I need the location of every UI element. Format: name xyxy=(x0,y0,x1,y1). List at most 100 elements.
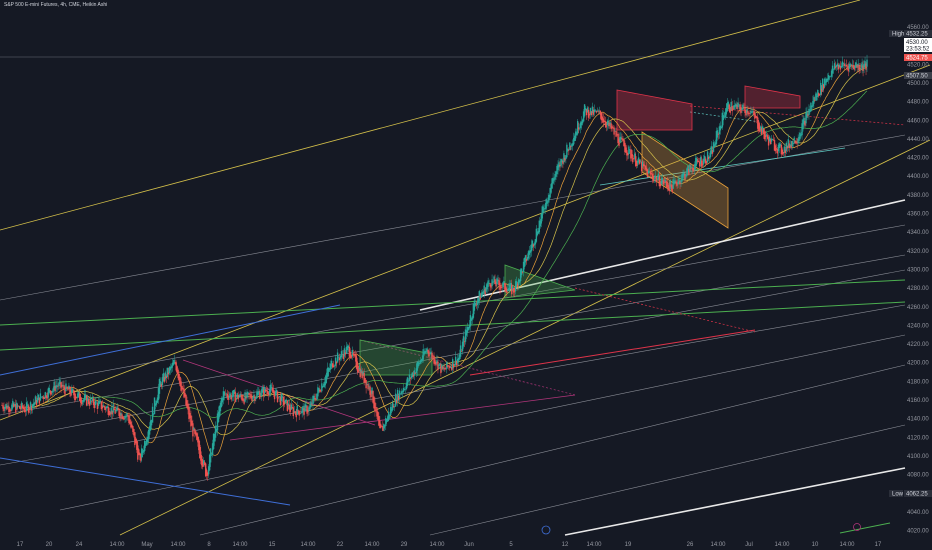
x-tick-label: May xyxy=(141,542,152,548)
x-tick-label: 14:00 xyxy=(429,542,445,548)
candle-body xyxy=(444,367,446,370)
candle-body xyxy=(21,405,24,409)
candle-body xyxy=(418,363,420,365)
candle-body xyxy=(852,64,854,68)
candle-body xyxy=(701,163,704,165)
candle-body xyxy=(531,240,534,248)
candle-body xyxy=(645,167,648,171)
candle-body xyxy=(716,130,719,138)
candle-body xyxy=(344,352,347,355)
candle-body xyxy=(511,284,513,295)
candle-body xyxy=(205,469,208,476)
candle-body xyxy=(862,65,864,71)
candle-body xyxy=(533,243,536,246)
event-markers[interactable] xyxy=(541,523,861,535)
candle-body xyxy=(301,407,303,414)
candle-body xyxy=(331,363,334,368)
candle-body xyxy=(644,165,647,170)
candle-body xyxy=(589,107,592,115)
candle-body xyxy=(183,388,185,398)
gray-line-1 xyxy=(0,134,906,301)
candle-body xyxy=(684,174,686,180)
candle-body xyxy=(77,393,79,398)
candle-body xyxy=(417,362,419,367)
candlesticks xyxy=(1,54,868,481)
candle-body xyxy=(750,111,752,114)
candle-body xyxy=(145,439,148,445)
candle-body xyxy=(135,438,137,444)
candle-body xyxy=(839,65,842,70)
candle-body xyxy=(450,366,452,368)
candle-body xyxy=(65,383,67,392)
ma-price-value: 4507.50 xyxy=(906,74,928,80)
candle-body xyxy=(382,426,384,431)
candle-body xyxy=(167,372,170,375)
candle-body xyxy=(510,283,512,287)
candle-body xyxy=(643,165,646,167)
candle-body xyxy=(551,178,553,189)
candle-body xyxy=(576,132,578,135)
candle-body xyxy=(356,361,358,371)
candle-body xyxy=(209,448,212,463)
candle-body xyxy=(489,283,491,287)
candle-body xyxy=(487,280,489,287)
y-tick-label: 4080.00 xyxy=(907,473,929,479)
candle-body xyxy=(282,396,285,406)
candle-body xyxy=(177,369,179,379)
candle-body xyxy=(387,416,389,422)
candle-body xyxy=(98,400,101,404)
candle-body xyxy=(426,348,428,352)
candle-body xyxy=(524,255,527,263)
candle-body xyxy=(521,271,524,273)
candle-body xyxy=(288,404,291,410)
candle-body xyxy=(514,290,516,292)
candle-body xyxy=(680,180,682,183)
candle-body xyxy=(92,398,95,406)
candle-body xyxy=(345,346,348,354)
candle-body xyxy=(798,136,800,141)
candle-body xyxy=(624,142,626,153)
candle-body xyxy=(467,326,470,330)
candle-body xyxy=(657,173,660,180)
candle-body xyxy=(639,161,642,163)
candle-body xyxy=(103,406,106,408)
candle-body xyxy=(109,413,111,415)
candle-body xyxy=(146,436,149,443)
candle-body xyxy=(714,142,717,146)
candle-body xyxy=(320,390,322,392)
candle-body xyxy=(352,353,355,355)
candle-body xyxy=(420,360,422,362)
candle-body xyxy=(751,112,753,113)
candle-body xyxy=(424,350,426,354)
candle-body xyxy=(565,155,567,160)
candle-body xyxy=(642,164,645,167)
candle-body xyxy=(93,402,96,409)
candle-body xyxy=(41,396,44,397)
candle-body xyxy=(117,408,119,411)
candle-body xyxy=(229,393,232,397)
candle-body xyxy=(824,78,826,87)
candle-body xyxy=(4,406,6,409)
candle-body xyxy=(371,387,373,394)
candle-body xyxy=(194,429,196,434)
gray-line-8 xyxy=(429,424,906,536)
candle-body xyxy=(253,394,255,398)
ma-long-line xyxy=(80,90,868,418)
candle-body xyxy=(479,295,481,300)
dividend-event-icon[interactable] xyxy=(541,525,551,535)
candle-body xyxy=(802,119,804,130)
candle-body xyxy=(822,78,824,91)
flag-event-icon[interactable] xyxy=(853,523,861,531)
candle-body xyxy=(668,186,670,192)
time-axis[interactable]: 17 20 24 14:00 May 14:00 8 14:00 15 14:00 22 14:00 2… xyxy=(17,542,882,548)
candle-body xyxy=(359,368,361,378)
candle-body xyxy=(161,377,164,386)
candle-body xyxy=(56,385,58,387)
x-tick-label: 24 xyxy=(76,542,83,548)
candle-body xyxy=(73,390,75,396)
candle-body xyxy=(665,181,667,183)
candle-body xyxy=(159,381,162,387)
candle-body xyxy=(357,365,359,373)
candle-body xyxy=(419,360,421,364)
